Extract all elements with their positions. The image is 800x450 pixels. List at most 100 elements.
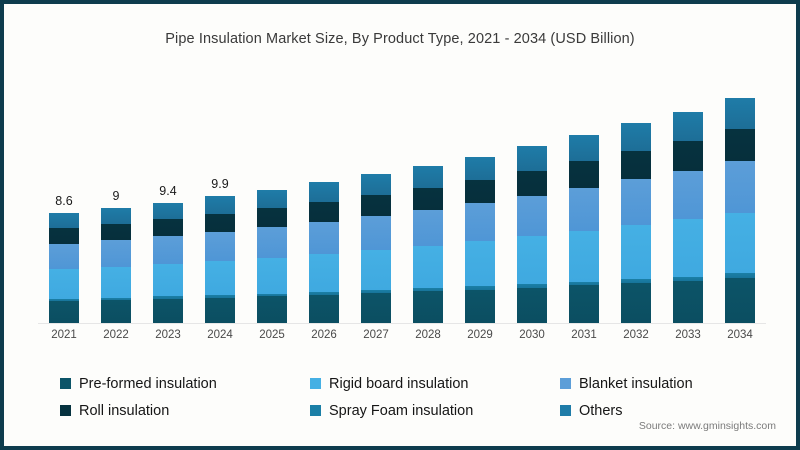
bar-segment[interactable] xyxy=(257,257,287,294)
bar-segment[interactable] xyxy=(569,230,599,282)
bar-segment[interactable] xyxy=(517,287,547,323)
bar-segment[interactable] xyxy=(153,202,183,220)
bar-segment[interactable] xyxy=(205,231,235,261)
stacked-bar[interactable] xyxy=(205,196,235,323)
bar-segment[interactable] xyxy=(309,221,339,254)
bar-segment[interactable] xyxy=(465,156,495,180)
legend-item[interactable]: Others xyxy=(560,403,750,419)
stacked-bar[interactable] xyxy=(569,134,599,323)
bar-segment[interactable] xyxy=(569,134,599,162)
bar-segment[interactable] xyxy=(257,293,287,297)
bar-segment[interactable] xyxy=(153,296,183,299)
bar-segment[interactable] xyxy=(517,284,547,288)
bar-segment[interactable] xyxy=(673,111,703,142)
bar-segment[interactable] xyxy=(569,281,599,286)
bar-segment[interactable] xyxy=(621,279,651,284)
bar-segment[interactable] xyxy=(621,123,651,152)
bar-segment[interactable] xyxy=(725,129,755,161)
bar-segment[interactable] xyxy=(205,213,235,232)
bar-segment[interactable] xyxy=(309,253,339,292)
stacked-bar[interactable] xyxy=(725,97,755,323)
stacked-bar[interactable] xyxy=(361,174,391,323)
bar-segment[interactable] xyxy=(725,273,755,278)
bar-segment[interactable] xyxy=(361,216,391,251)
bar-segment[interactable] xyxy=(101,297,131,300)
bar-segment[interactable] xyxy=(673,280,703,323)
bar-segment[interactable] xyxy=(621,283,651,323)
bar-segment[interactable] xyxy=(257,208,287,228)
bar-segment[interactable] xyxy=(361,174,391,196)
bar-segment[interactable] xyxy=(517,195,547,237)
legend-item[interactable]: Blanket insulation xyxy=(560,376,750,392)
bar-segment[interactable] xyxy=(205,260,235,296)
bar-segment[interactable] xyxy=(361,195,391,217)
bar-segment[interactable] xyxy=(673,219,703,277)
bar-segment[interactable] xyxy=(673,170,703,220)
stacked-bar[interactable] xyxy=(257,189,287,323)
bar-segment[interactable] xyxy=(413,209,443,246)
bar-segment[interactable] xyxy=(361,250,391,291)
stacked-bar[interactable] xyxy=(413,165,443,324)
bar-segment[interactable] xyxy=(621,225,651,280)
bar-segment[interactable] xyxy=(465,289,495,323)
bar-segment[interactable] xyxy=(465,286,495,290)
bar-segment[interactable] xyxy=(413,291,443,323)
bar-segment[interactable] xyxy=(465,179,495,204)
bar-segment[interactable] xyxy=(569,187,599,231)
bar-segment[interactable] xyxy=(569,161,599,188)
bar-segment[interactable] xyxy=(309,201,339,222)
bar-segment[interactable] xyxy=(257,227,287,258)
bar-segment[interactable] xyxy=(517,170,547,196)
bar-segment[interactable] xyxy=(153,298,183,323)
bar-segment[interactable] xyxy=(725,277,755,323)
bar-segment[interactable] xyxy=(49,269,79,299)
bar-segment[interactable] xyxy=(101,223,131,240)
bar-segment[interactable] xyxy=(309,292,339,295)
bar-segment[interactable] xyxy=(569,285,599,323)
bar-segment[interactable] xyxy=(465,241,495,287)
bar-segment[interactable] xyxy=(673,141,703,171)
bar-segment[interactable] xyxy=(49,243,79,270)
bar-segment[interactable] xyxy=(101,299,131,323)
legend-item[interactable]: Spray Foam insulation xyxy=(310,403,560,419)
bar-segment[interactable] xyxy=(153,219,183,237)
bar-segment[interactable] xyxy=(725,97,755,130)
bar-segment[interactable] xyxy=(361,293,391,323)
bar-segment[interactable] xyxy=(205,295,235,298)
bar-segment[interactable] xyxy=(465,203,495,242)
bar-segment[interactable] xyxy=(205,297,235,323)
bar-segment[interactable] xyxy=(101,207,131,224)
bar-segment[interactable] xyxy=(413,165,443,188)
legend-item[interactable]: Roll insulation xyxy=(60,403,310,419)
bar-segment[interactable] xyxy=(309,182,339,202)
bar-segment[interactable] xyxy=(205,196,235,214)
bar-segment[interactable] xyxy=(413,245,443,289)
stacked-bar[interactable] xyxy=(673,111,703,323)
bar-segment[interactable] xyxy=(49,300,79,323)
stacked-bar[interactable] xyxy=(153,202,183,323)
bar-segment[interactable] xyxy=(309,294,339,323)
bar-segment[interactable] xyxy=(153,236,183,264)
bar-segment[interactable] xyxy=(621,179,651,226)
stacked-bar[interactable] xyxy=(309,182,339,323)
bar-segment[interactable] xyxy=(49,228,79,244)
bar-segment[interactable] xyxy=(673,276,703,281)
bar-segment[interactable] xyxy=(49,298,79,301)
bar-segment[interactable] xyxy=(153,263,183,297)
bar-segment[interactable] xyxy=(517,146,547,171)
bar-segment[interactable] xyxy=(517,236,547,285)
bar-segment[interactable] xyxy=(361,290,391,294)
legend-item[interactable]: Rigid board insulation xyxy=(310,376,560,392)
stacked-bar[interactable] xyxy=(465,156,495,323)
bar-segment[interactable] xyxy=(101,266,131,298)
bar-segment[interactable] xyxy=(413,187,443,210)
bar-segment[interactable] xyxy=(101,240,131,267)
bar-segment[interactable] xyxy=(257,296,287,323)
legend-item[interactable]: Pre-formed insulation xyxy=(60,376,310,392)
stacked-bar[interactable] xyxy=(101,207,131,323)
bar-segment[interactable] xyxy=(257,189,287,209)
stacked-bar[interactable] xyxy=(49,212,79,323)
bar-segment[interactable] xyxy=(621,151,651,180)
stacked-bar[interactable] xyxy=(621,123,651,323)
bar-segment[interactable] xyxy=(725,160,755,213)
